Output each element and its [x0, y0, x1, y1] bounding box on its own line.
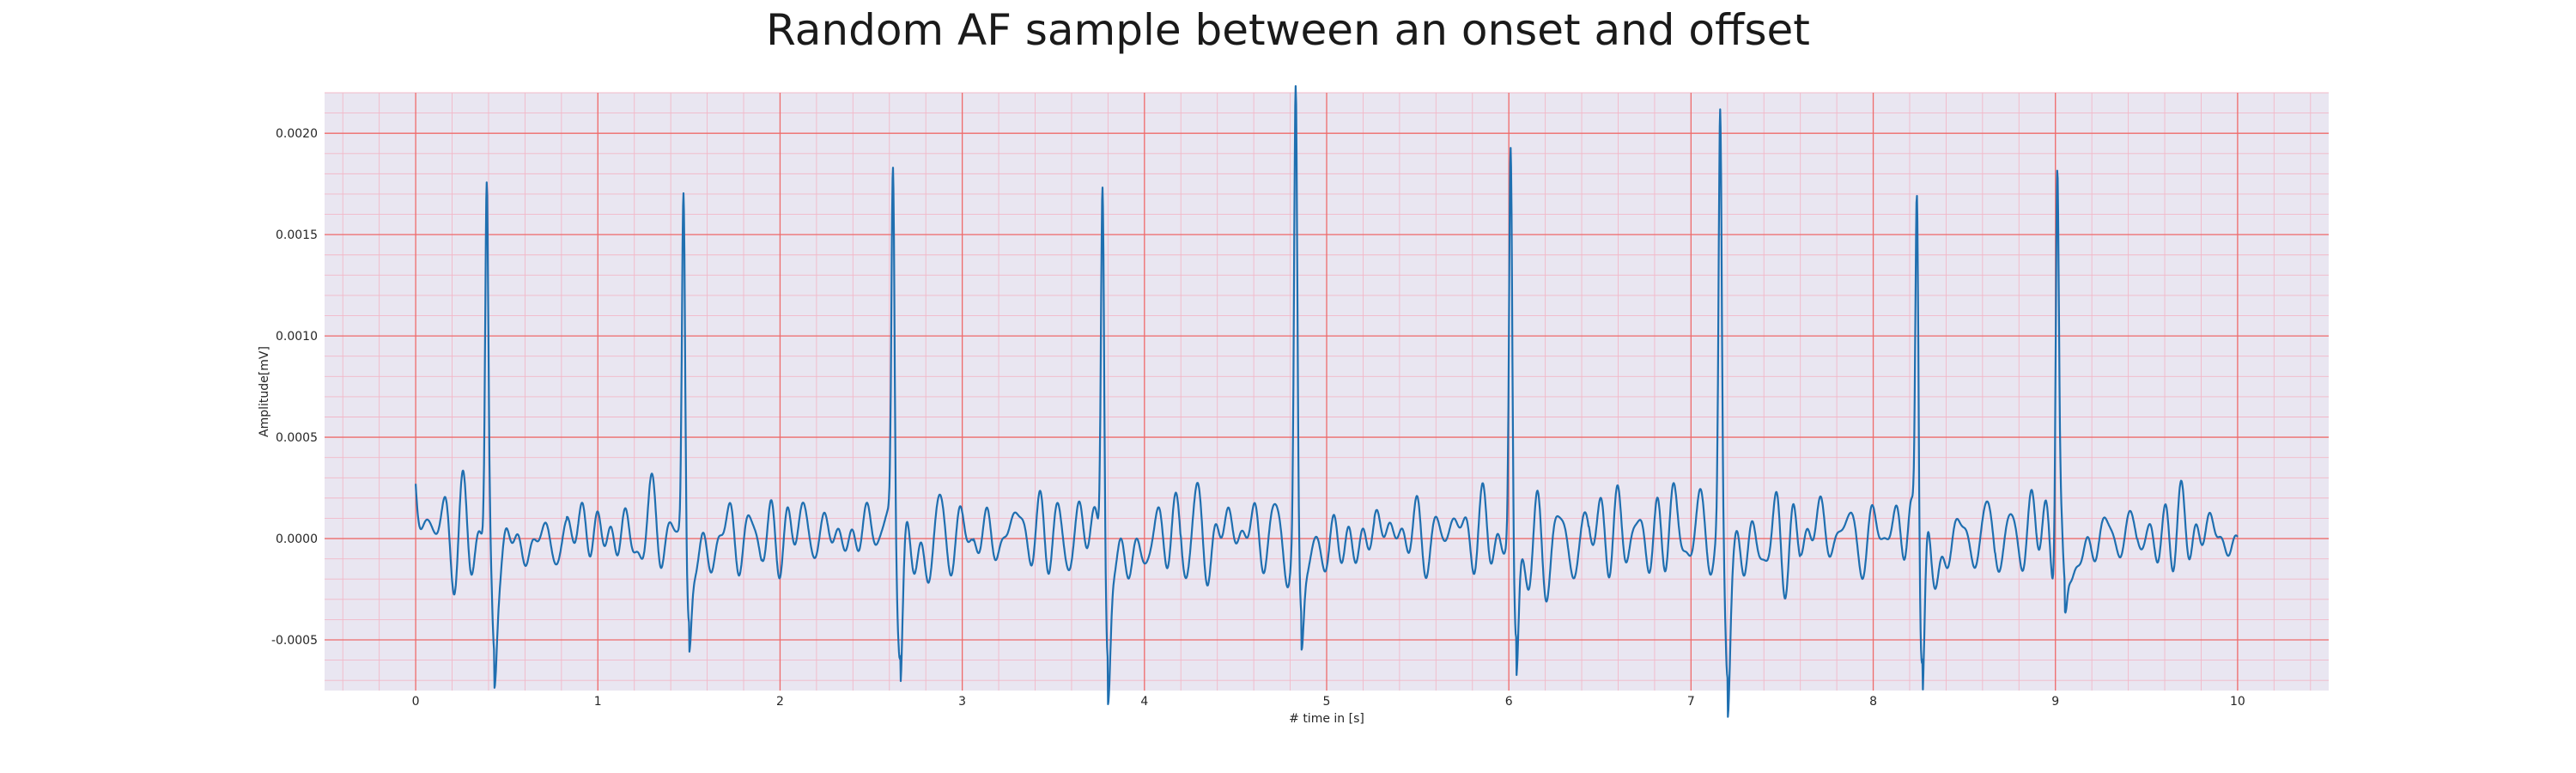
x-axis-ticks: 0 1 2 3 4 5 6 7 8 9 10 — [412, 695, 2245, 709]
x-tick-label: 9 — [2051, 695, 2059, 709]
x-tick-label: 1 — [594, 695, 602, 709]
x-tick-label: 7 — [1687, 695, 1695, 709]
x-tick-label: 10 — [2230, 695, 2245, 709]
x-tick-label: 5 — [1323, 695, 1331, 709]
y-tick-label: 0.0015 — [276, 228, 318, 242]
major-grid — [325, 93, 2329, 691]
y-tick-label: 0.0010 — [276, 330, 318, 344]
x-tick-label: 2 — [776, 695, 784, 709]
y-tick-label: -0.0005 — [271, 634, 318, 648]
y-axis-ticks: -0.0005 0.0000 0.0005 0.0010 0.0015 0.0020 — [271, 127, 318, 648]
y-tick-label: 0.0020 — [276, 127, 318, 141]
x-tick-label: 6 — [1505, 695, 1513, 709]
ecg-signal-line — [415, 85, 2239, 718]
x-tick-label: 0 — [412, 695, 420, 709]
x-tick-label: 8 — [1869, 695, 1877, 709]
x-tick-label: 3 — [958, 695, 966, 709]
chart-title: Random AF sample between an onset and of… — [766, 5, 1810, 55]
y-tick-label: 0.0005 — [276, 431, 318, 445]
y-axis-label: Amplitude[mV] — [258, 346, 271, 437]
y-tick-label: 0.0000 — [276, 533, 318, 546]
x-tick-label: 4 — [1140, 695, 1148, 709]
x-axis-label: # time in [s] — [1289, 712, 1364, 726]
